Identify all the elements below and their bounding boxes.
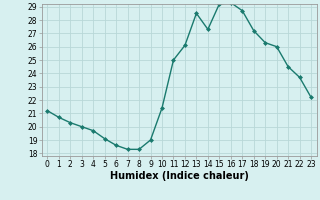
X-axis label: Humidex (Indice chaleur): Humidex (Indice chaleur) xyxy=(110,171,249,181)
